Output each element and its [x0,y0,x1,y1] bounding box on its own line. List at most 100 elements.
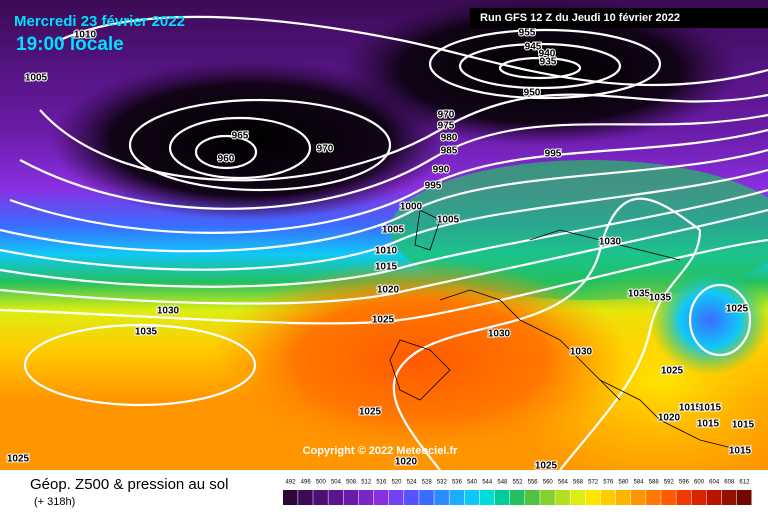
isobar-label: 1030 [157,306,180,317]
scale-swatch [736,490,752,505]
isobar-label: 1025 [7,454,30,465]
scale-swatch [585,490,601,505]
scale-label: 560 [543,480,554,486]
isobar-label: 1035 [649,293,672,304]
scale-swatch [283,490,298,505]
isobar-label: 1035 [135,327,158,338]
scale-swatch [676,490,691,505]
scale-label: 556 [528,480,539,486]
scale-label: 496 [301,480,312,486]
isobar-label: 1015 [699,403,722,414]
scale-label: 520 [391,480,402,486]
isobar-label: 995 [425,181,442,192]
scale-swatch [555,490,570,505]
scale-label: 600 [694,480,705,486]
isobar-label: 1025 [359,407,382,418]
scale-label: 528 [422,480,433,486]
isobar-label: 1015 [375,262,398,273]
isobar-label: 1015 [697,419,720,430]
scale-label: 608 [724,480,735,486]
isobar-label: 1010 [375,246,398,257]
scale-swatch [706,490,722,505]
scale-swatch [449,490,465,505]
scale-label: 548 [497,480,508,486]
scale-swatch [479,490,495,505]
isobar-label: 960 [218,154,235,165]
scale-swatch [388,490,404,505]
local-time: 19:00 locale [16,34,124,55]
scale-label: 612 [739,480,750,486]
scale-label: 568 [573,480,584,486]
scale-swatch [419,490,434,505]
scale-label: 512 [361,480,372,486]
coastlines [389,209,741,451]
scale-label: 592 [664,480,675,486]
scale-swatch [615,490,631,505]
scale-swatch [509,490,525,505]
scale-label: 516 [376,480,387,486]
scale-swatch [298,490,313,505]
date: Mercredi 23 février 2022 [14,13,185,30]
map-background [0,0,768,490]
scale-swatch [630,490,646,505]
scale-label: 524 [407,480,418,486]
scale-swatch [721,490,737,505]
isobar-label: 1025 [372,315,395,326]
isobar-label: 985 [441,146,458,157]
isobar-label: 1035 [628,289,651,300]
isobar-label: 1005 [382,225,405,236]
isobar-label: 1015 [732,420,755,431]
isobar-label: 950 [524,88,541,99]
scale-swatch [661,490,676,505]
isobar-label: 1020 [377,285,400,296]
isobar-label: 970 [438,110,455,121]
scale-label: 492 [286,480,297,486]
isobar-label: 945 [525,42,542,53]
scale-swatch [570,490,586,505]
isobar-label: 1025 [661,366,684,377]
scale-swatch [373,490,389,505]
isobar-label: 1015 [729,446,752,457]
scale-swatch [313,490,328,505]
scale-swatch [404,490,419,505]
scale-label: 540 [467,480,478,486]
scale-swatch [434,490,449,505]
isobar-label: 990 [433,165,450,176]
scale-swatch [540,490,555,505]
isobar-label: 1005 [437,215,460,226]
isobar-label: 1010 [74,30,97,41]
isobar-label: 1005 [25,73,48,84]
isobar-label: 935 [540,57,557,68]
isobar-label: 995 [545,149,562,160]
isobar-label: 1030 [599,237,622,248]
isobar-lines [0,15,768,471]
scale-label: 500 [316,480,327,486]
copyright: Copyright © 2022 Meteociel.fr [303,445,459,457]
scale-label: 604 [709,480,720,486]
scale-swatch [494,490,510,505]
isobar-label: 955 [519,28,536,39]
scale-swatch [646,490,661,505]
color-scale: 492 496 500 504 508 512 516 520 524 528 532 536 540 5… [283,480,752,505]
isobar-label: 1025 [535,461,558,472]
scale-label: 588 [649,480,660,486]
scale-label: 536 [452,480,463,486]
scale-label: 564 [558,480,569,486]
isobar-label: 980 [441,133,458,144]
isobar-label: 975 [438,121,455,132]
isobar-label: 1020 [395,457,418,468]
scale-label: 584 [634,480,645,486]
scale-label: 552 [512,480,523,486]
run-info: Run GFS 12 Z du Jeudi 10 février 2022 [480,12,680,24]
scale-swatch [328,490,344,505]
scale-label: 532 [437,480,448,486]
scale-swatch [600,490,616,505]
isobar-label: 965 [232,131,249,142]
scale-swatch [525,490,540,505]
run-banner [470,8,768,28]
scale-label: 508 [346,480,357,486]
isobar-label: 1020 [658,413,681,424]
scale-label: 576 [603,480,614,486]
isobar-label: 970 [317,144,334,155]
